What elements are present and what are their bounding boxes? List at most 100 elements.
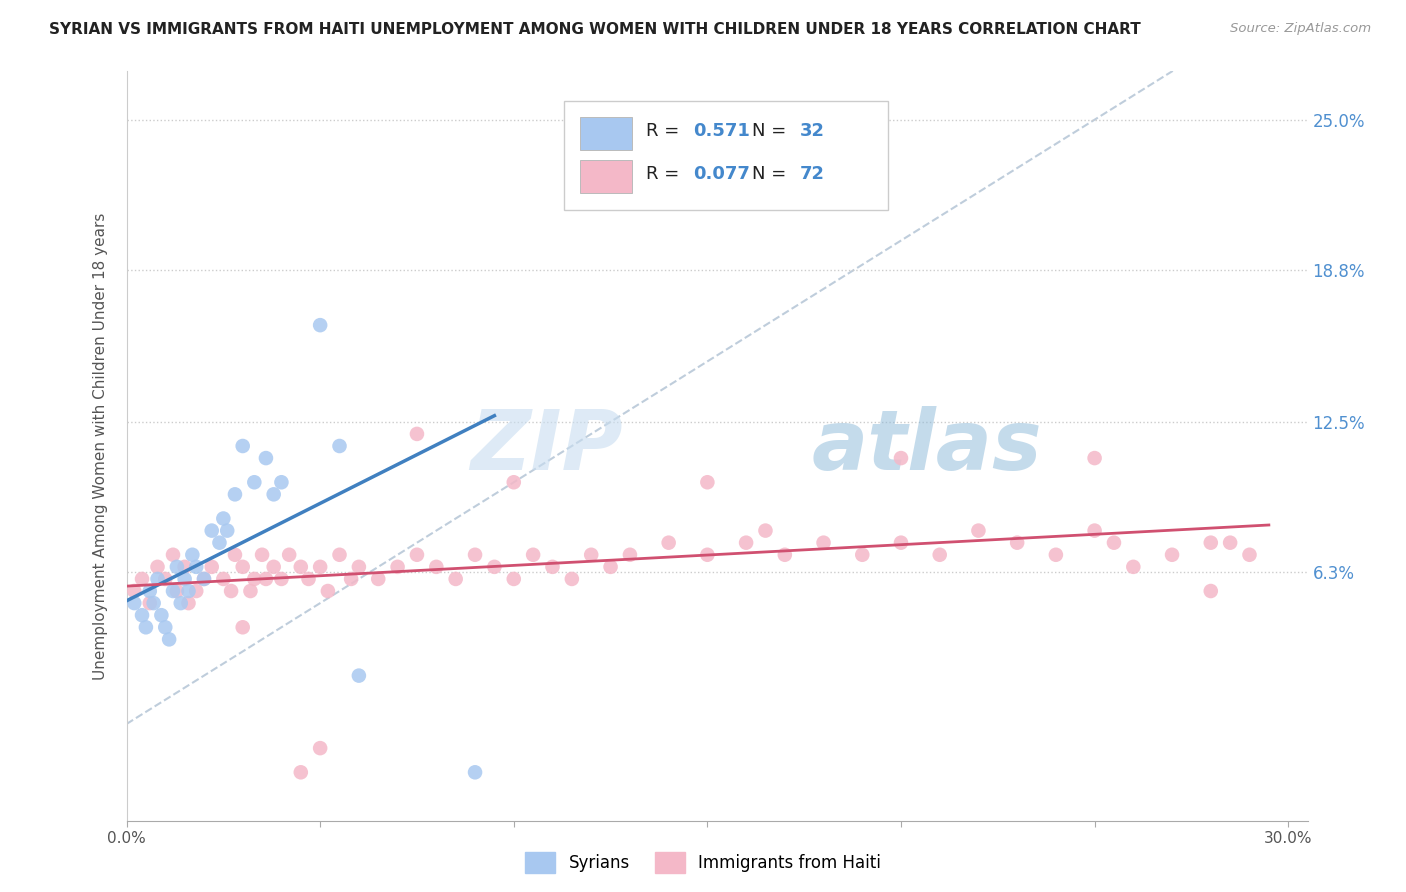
Point (219, 584, 242, 599)
FancyBboxPatch shape (581, 117, 633, 150)
Point (139, 584, 162, 599)
Point (328, 439, 350, 453)
Point (599, 559, 621, 574)
Point (232, 559, 254, 574)
Point (309, 318, 332, 333)
Point (290, 559, 312, 574)
Point (297, 572, 319, 586)
Point (658, 535, 681, 549)
Point (270, 572, 292, 586)
Point (309, 741, 332, 756)
Point (263, 487, 285, 501)
Point (150, 608, 173, 623)
Point (406, 548, 429, 562)
Point (193, 572, 215, 586)
Point (1199, 535, 1222, 549)
Point (387, 559, 409, 574)
Point (201, 559, 224, 574)
Point (1219, 535, 1241, 549)
Point (561, 572, 583, 586)
Text: 0.077: 0.077 (693, 165, 751, 183)
Text: 72: 72 (800, 165, 825, 183)
Point (131, 572, 153, 586)
Point (347, 668, 370, 682)
Point (1102, 535, 1125, 549)
Point (579, 548, 602, 562)
Point (290, 765, 312, 780)
Point (170, 596, 193, 610)
Point (243, 572, 266, 586)
Point (142, 596, 165, 610)
Point (696, 475, 718, 490)
Text: N =: N = (752, 122, 793, 140)
Point (1084, 524, 1107, 538)
Point (425, 559, 447, 574)
Point (890, 451, 912, 466)
Point (135, 620, 157, 634)
Point (754, 524, 776, 538)
Point (851, 548, 873, 562)
Point (131, 608, 153, 623)
Point (367, 572, 389, 586)
Point (181, 548, 204, 562)
Point (155, 572, 177, 586)
Point (217, 524, 239, 538)
Point (502, 572, 524, 586)
Point (250, 548, 273, 562)
Point (224, 548, 246, 562)
Point (139, 596, 162, 610)
Point (773, 548, 796, 562)
Point (155, 620, 177, 634)
Point (263, 559, 285, 574)
Point (1005, 535, 1028, 549)
Point (212, 572, 235, 586)
Point (967, 524, 990, 538)
Point (541, 559, 564, 574)
Point (484, 559, 506, 574)
Point (177, 596, 200, 610)
Point (173, 572, 195, 586)
Point (173, 559, 195, 574)
Point (201, 524, 224, 538)
Point (166, 584, 188, 599)
Point (239, 584, 262, 599)
Point (186, 584, 208, 599)
Point (124, 596, 146, 610)
Point (309, 559, 332, 574)
Point (208, 535, 231, 549)
Text: atlas: atlas (811, 406, 1042, 486)
Point (162, 548, 184, 562)
FancyBboxPatch shape (564, 102, 889, 210)
Point (406, 426, 429, 441)
Point (735, 535, 758, 549)
Text: SYRIAN VS IMMIGRANTS FROM HAITI UNEMPLOYMENT AMONG WOMEN WITH CHILDREN UNDER 18 : SYRIAN VS IMMIGRANTS FROM HAITI UNEMPLOY… (49, 22, 1140, 37)
Point (444, 572, 467, 586)
Point (270, 475, 292, 490)
Point (1199, 584, 1222, 599)
Text: Source: ZipAtlas.com: Source: ZipAtlas.com (1230, 22, 1371, 36)
FancyBboxPatch shape (581, 160, 633, 193)
Point (193, 572, 215, 586)
Point (232, 620, 254, 634)
Point (157, 632, 180, 647)
Point (1122, 559, 1144, 574)
Point (224, 487, 246, 501)
Point (347, 559, 370, 574)
Point (502, 475, 524, 490)
Point (146, 572, 169, 586)
Point (928, 548, 950, 562)
Point (254, 572, 277, 586)
Text: N =: N = (752, 165, 793, 183)
Point (464, 548, 486, 562)
Point (813, 535, 835, 549)
Point (890, 535, 912, 549)
Point (522, 548, 544, 562)
Point (186, 559, 208, 574)
Point (243, 475, 266, 490)
Point (254, 451, 277, 466)
Text: 32: 32 (800, 122, 825, 140)
Point (177, 584, 200, 599)
Point (212, 511, 235, 525)
Point (166, 559, 188, 574)
Point (232, 439, 254, 453)
